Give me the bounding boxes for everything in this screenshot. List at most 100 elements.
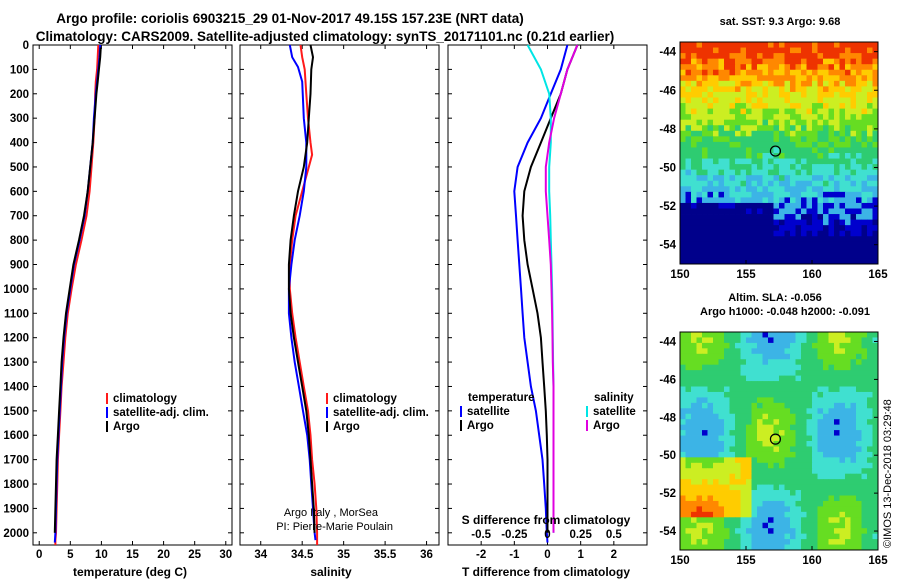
map-cell	[823, 370, 829, 376]
map-cell	[817, 370, 824, 376]
map-cell	[867, 506, 873, 513]
map-cell	[779, 258, 785, 265]
map-cell	[861, 197, 868, 204]
temperature-axis-label: temperature (deg C)	[73, 565, 187, 579]
map-cell	[718, 130, 725, 137]
map-cell	[713, 230, 719, 237]
map-cell	[845, 191, 851, 198]
map-cell	[696, 225, 703, 232]
map-cell	[834, 457, 840, 464]
map-cell	[839, 408, 846, 415]
map-cell	[839, 153, 846, 159]
map-cell	[718, 506, 725, 513]
map-cell	[845, 332, 851, 338]
map-cell	[856, 413, 862, 420]
map-cell	[806, 169, 813, 176]
map-cell	[735, 348, 741, 355]
map-cell	[746, 381, 752, 387]
map-cell	[724, 119, 730, 126]
map-cell	[773, 86, 780, 93]
map-cell	[817, 252, 824, 259]
map-cell	[751, 141, 758, 148]
map-cell	[680, 359, 686, 366]
map-cell	[784, 258, 791, 265]
map-cell	[729, 108, 736, 115]
map-cell	[768, 375, 774, 382]
map-cell	[773, 258, 780, 265]
map-cell	[702, 544, 708, 551]
map-cell	[740, 47, 747, 54]
map-cell	[834, 408, 840, 415]
map-cell	[691, 119, 697, 126]
map-cell	[696, 342, 703, 349]
map-cell	[867, 258, 873, 265]
map-cell	[817, 186, 824, 193]
map-cell	[850, 91, 857, 98]
map-cell	[872, 462, 879, 469]
map-cell	[817, 500, 824, 507]
map-cell	[702, 53, 708, 60]
map-cell	[828, 75, 835, 82]
map-cell	[784, 91, 791, 98]
map-cell	[861, 364, 868, 371]
map-cell	[801, 186, 807, 193]
map-cell	[685, 103, 692, 109]
map-cell	[740, 430, 747, 436]
map-cell	[861, 332, 868, 338]
map-cell	[812, 91, 818, 98]
map-cell	[790, 125, 796, 132]
map-cell	[784, 511, 791, 518]
map-cell	[768, 490, 774, 496]
map-cell	[729, 370, 736, 376]
map-cell	[691, 441, 697, 447]
map-cell	[850, 451, 857, 458]
map-cell	[806, 141, 813, 148]
map-cell	[691, 191, 697, 198]
map-cell	[680, 158, 686, 165]
map-cell	[713, 219, 719, 226]
map-cell	[872, 332, 879, 338]
map-cell	[861, 413, 868, 420]
map-cell	[718, 202, 725, 209]
map-cell	[707, 197, 714, 204]
map-cell	[834, 153, 840, 159]
map-cell	[757, 370, 763, 376]
map-cell	[762, 103, 769, 109]
map-cell	[823, 375, 829, 382]
map-cell	[696, 479, 703, 485]
map-cell	[757, 64, 763, 71]
map-cell	[773, 69, 780, 76]
map-cell	[806, 202, 813, 209]
map-cell	[817, 103, 824, 109]
map-cell	[784, 208, 791, 215]
map-cell	[768, 91, 774, 98]
map-cell	[856, 332, 862, 338]
map-cell	[795, 169, 802, 176]
map-cell	[729, 544, 736, 551]
map-cell	[845, 164, 851, 171]
map-cell	[691, 342, 697, 349]
legend-label: Argo	[593, 420, 620, 432]
map-cell	[735, 236, 741, 243]
plot-frame	[32, 44, 233, 546]
map-cell	[812, 332, 818, 338]
map-cell	[790, 419, 796, 426]
map-cell	[707, 214, 714, 220]
map-cell	[751, 214, 758, 220]
map-cell	[713, 353, 719, 360]
map-cell	[850, 506, 857, 513]
map-cell	[784, 381, 791, 387]
map-cell	[850, 462, 857, 469]
map-cell	[724, 153, 730, 159]
map-cell	[845, 197, 851, 204]
map-x-tick-label: 150	[670, 555, 689, 567]
map-cell	[806, 208, 813, 215]
map-cell	[696, 58, 703, 65]
map-cell	[746, 214, 752, 220]
map-y-tick-label: -52	[659, 488, 676, 500]
x-tick-label: 2	[611, 549, 617, 561]
map-cell	[718, 186, 725, 193]
map-cell	[685, 241, 692, 248]
map-cell	[768, 136, 774, 143]
map-cell	[680, 230, 686, 237]
